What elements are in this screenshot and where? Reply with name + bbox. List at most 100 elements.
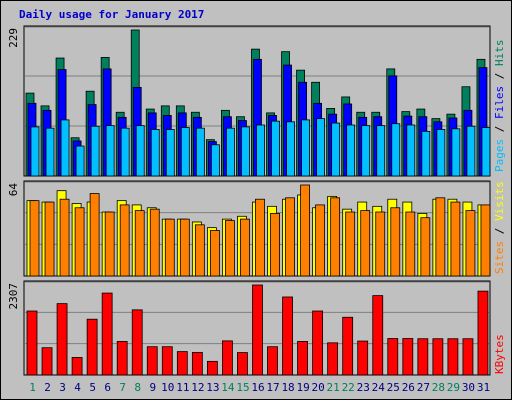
sites-bar [330,197,341,277]
sites-bar [149,208,160,277]
x-tick-label: 11 [176,381,189,394]
sites-bar [360,210,371,277]
kbytes-bar [402,338,414,376]
pages-bar [135,125,145,177]
legend-separator: / [493,119,506,139]
x-tick-label: 28 [432,381,445,394]
legend-separator: / [493,66,506,86]
x-tick-label: 8 [134,381,141,394]
pages-bar [376,125,386,177]
sites-bar [134,210,145,277]
x-tick-label: 17 [266,381,279,394]
kbytes-bar [432,338,444,376]
sites-bar [164,218,175,277]
kbytes-bar [191,351,203,376]
sites-bar [450,201,461,277]
pages-bar [466,125,476,177]
legend-files: Files [493,86,506,119]
x-tick-label: 9 [149,381,156,394]
pages-bar [256,124,265,177]
pages-bar [361,125,371,177]
x-tick-label: 12 [191,381,204,394]
sites-bar [405,211,416,277]
legend-pages: Pages [493,139,506,172]
kbytes-bar [477,290,489,376]
kbytes-bar [146,346,158,376]
sites-bar [270,213,280,277]
pages-bar [301,119,310,177]
x-tick-label: 15 [236,381,249,394]
sites-bar [255,198,265,277]
sites-bar [209,230,220,277]
pages-bar [391,123,401,177]
kbytes-bar [101,292,113,376]
sites-bar [435,197,446,277]
kbytes-bar [327,342,339,376]
x-tick-label: 27 [417,381,430,394]
kbytes-bar [116,341,128,376]
x-tick-label: 30 [462,381,475,394]
pages-bar [180,127,190,177]
sites-bar [74,207,85,277]
kbytes-bar [312,310,324,376]
x-tick-label: 19 [296,381,309,394]
pages-bar [421,130,431,177]
legend-separator: / [493,221,506,241]
sites-bar [390,207,401,277]
x-tick-label: 26 [402,381,415,394]
kbytes-bar [86,318,98,376]
pages-bar [210,144,220,177]
pages-bar [271,120,280,177]
y-max-label: 2307 [7,283,20,310]
pages-bar [45,127,55,177]
kbytes-bar [387,338,399,376]
y-max-label: 64 [7,183,20,197]
pages-bar [75,145,85,177]
legend-visits: Visits [493,181,506,221]
sites-bar [89,193,100,277]
kbytes-bar [357,340,369,376]
kbytes-bar [71,357,83,376]
kbytes-bar [222,340,233,376]
pages-bar [451,128,461,177]
x-tick-label: 6 [104,381,111,394]
pages-bar [120,127,130,177]
sites-bar [29,200,40,277]
pages-bar [60,119,70,177]
x-tick-label: 18 [281,381,294,394]
sites-bar [104,211,115,277]
kbytes-bar [237,352,248,376]
x-tick-label: 7 [119,381,126,394]
x-tick-label: 21 [327,381,340,394]
pages-bar [481,127,491,177]
sites-bar [44,201,55,277]
x-tick-label: 5 [89,381,96,394]
x-tick-label: 3 [59,381,66,394]
x-tick-label: 10 [161,381,174,394]
legend-kbytes: KBytes [493,334,506,374]
pages-bar [436,129,446,177]
sites-bar [285,197,295,277]
x-tick-label: 16 [251,381,264,394]
legend-kbytes-panel: KBytes [493,334,506,374]
sites-bar [420,217,431,277]
sites-bar [480,204,491,277]
kbytes-bar [267,346,278,376]
pages-bar [150,129,160,177]
legend-sites: Sites [493,241,506,274]
pages-bar [346,124,356,177]
sites-bar [300,184,310,277]
x-tick-label: 24 [372,381,386,394]
kbytes-bar [462,338,474,376]
sites-bar [375,211,386,277]
sites-bar [225,220,235,277]
y-max-label: 229 [7,28,20,48]
kbytes-bar [41,347,53,376]
pages-bar [241,126,250,177]
pages-bar [226,127,235,177]
x-tick-label: 1 [29,381,36,394]
sites-bar [194,224,205,277]
pages-bar [406,124,416,177]
sites-bar [179,218,190,277]
kbytes-bar [372,295,384,376]
